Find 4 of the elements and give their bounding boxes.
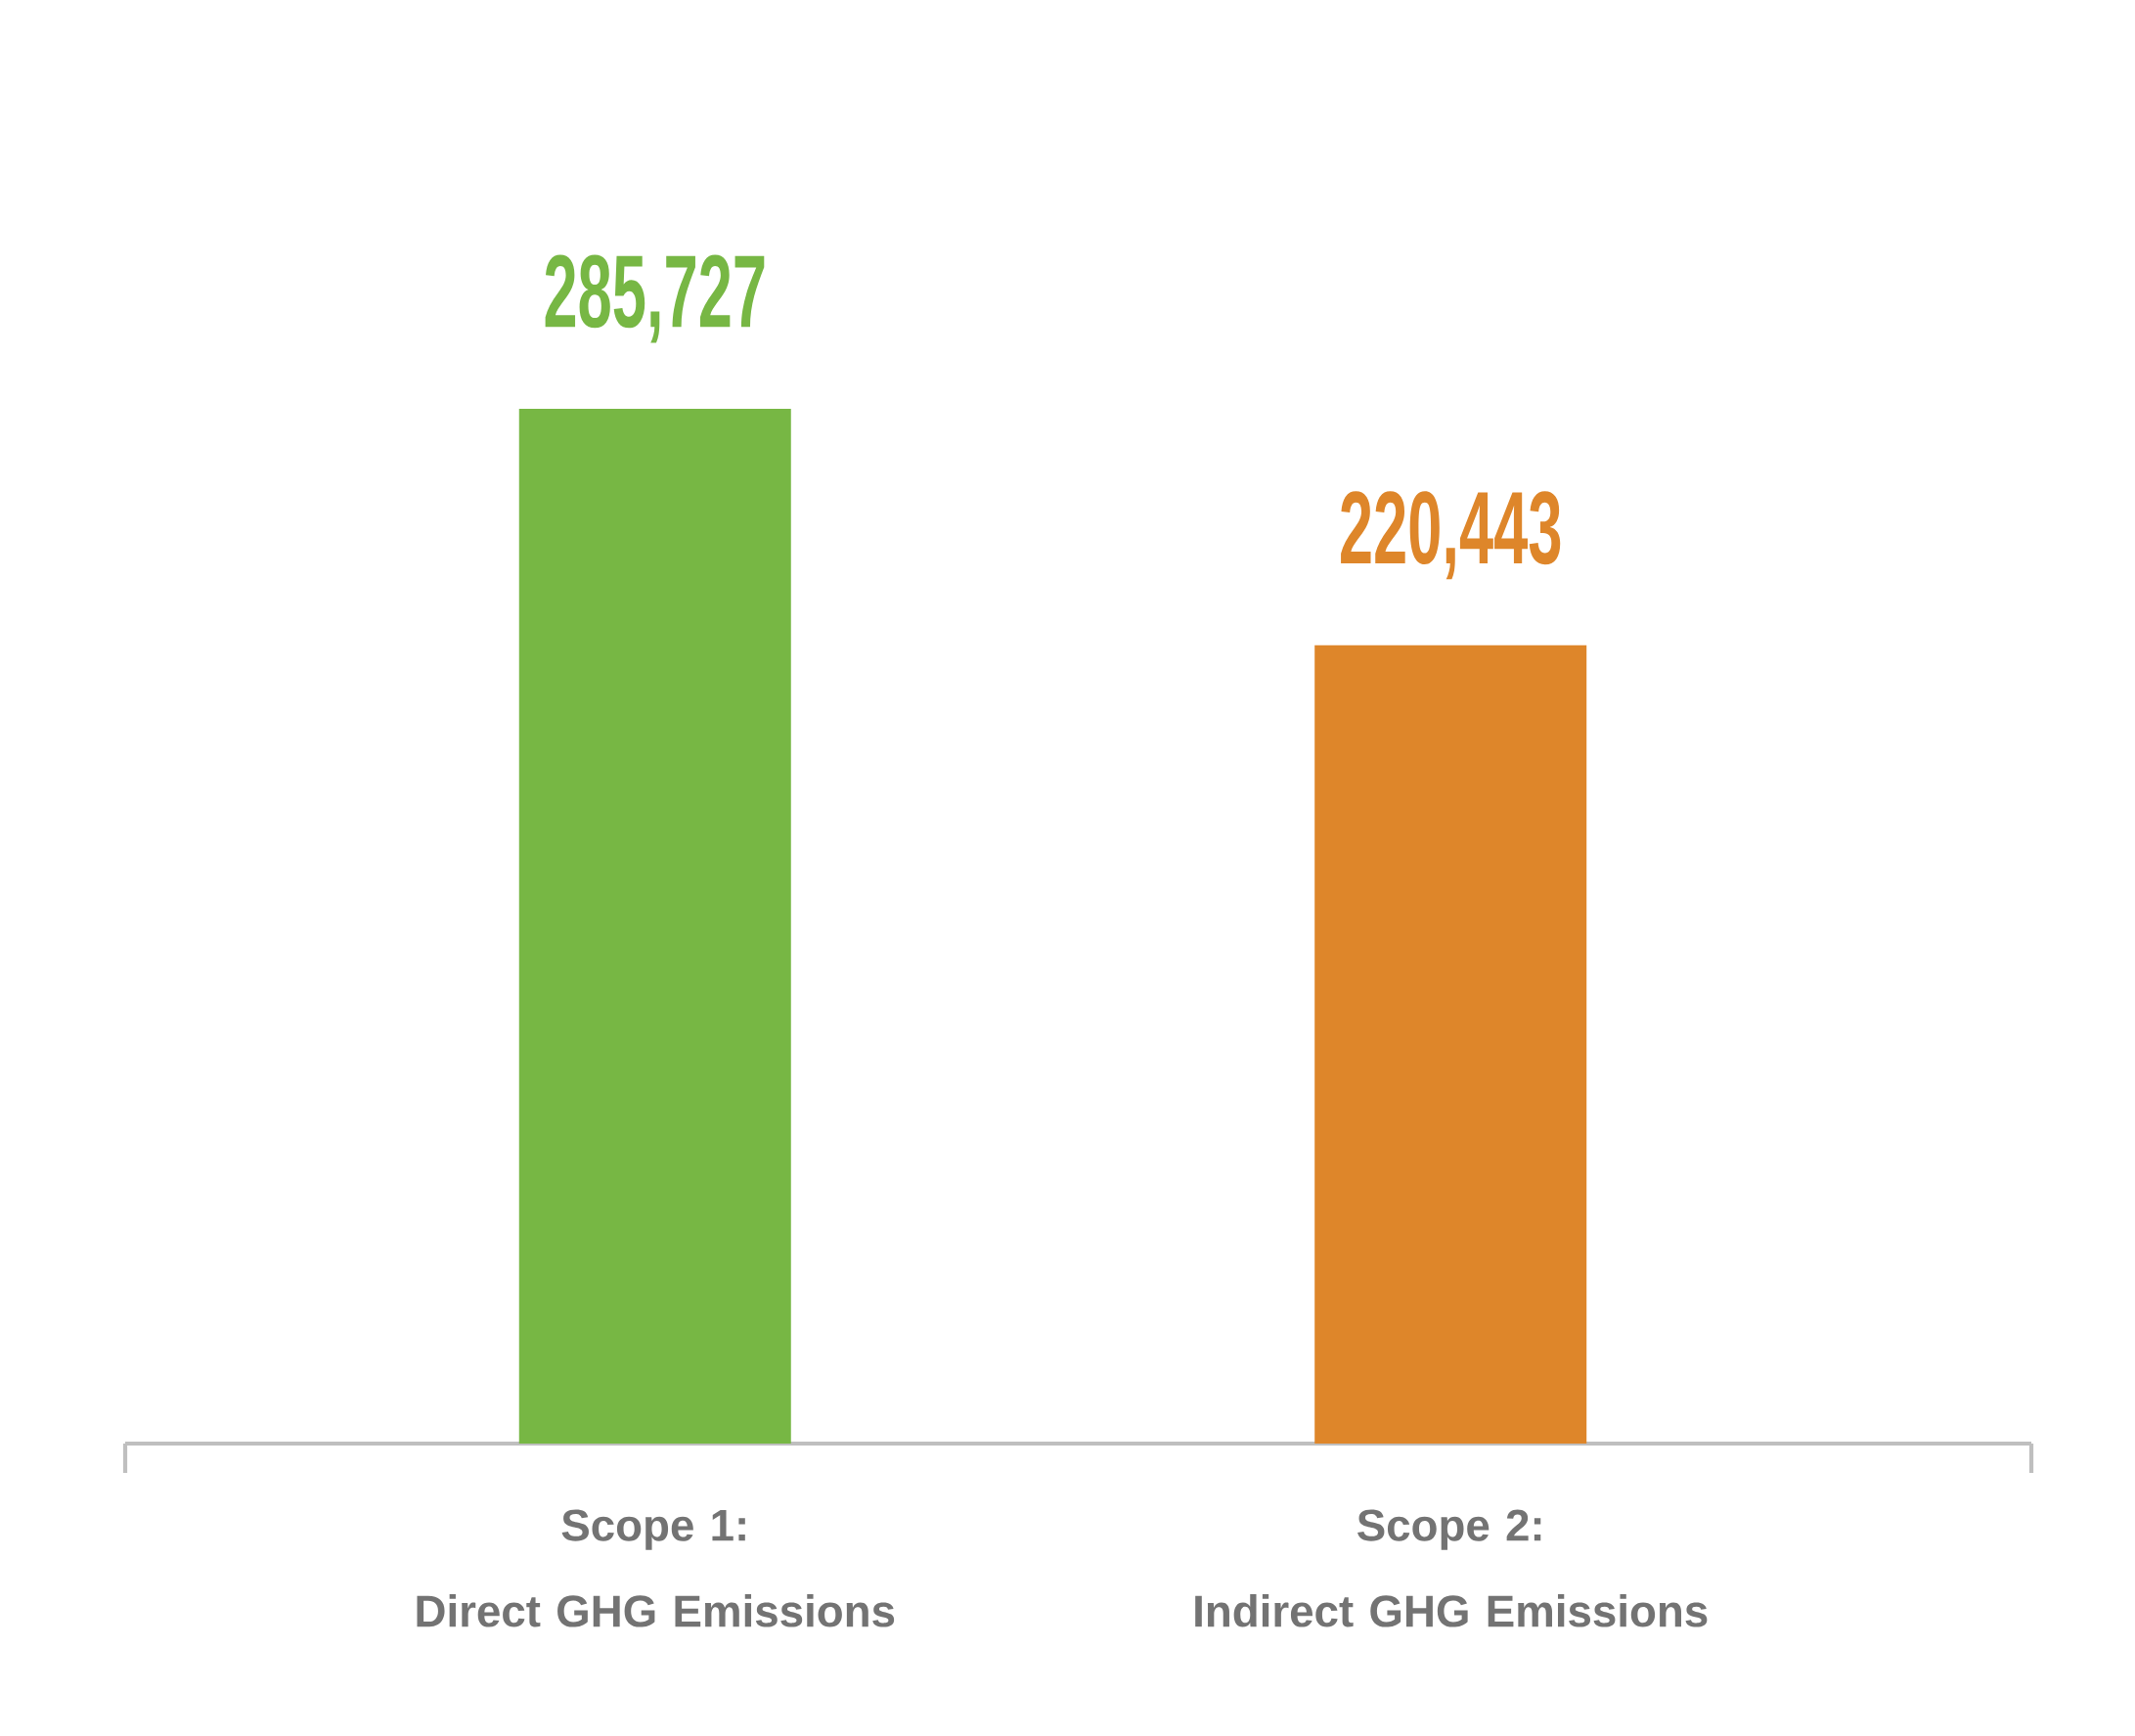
x-tick-label: Scope 1: Direct GHG Emissions [417,1509,895,1627]
data-label: 220,443 [1341,491,1561,580]
x-tick-label: Scope 2: Indirect GHG Emissions [1195,1509,1708,1627]
data-label: 285,727 [545,254,765,343]
